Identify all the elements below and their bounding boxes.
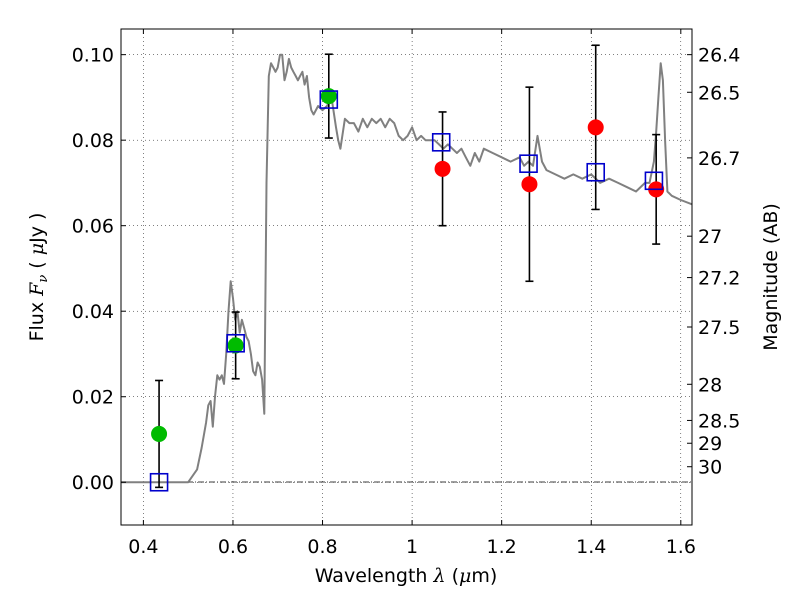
model-photometry-square xyxy=(519,154,538,173)
x-axis-title: Wavelength λ (μm) xyxy=(315,565,498,587)
plot-frame xyxy=(120,28,693,526)
model-photometry-square xyxy=(644,171,664,191)
y2-tick-label: 26.4 xyxy=(698,45,740,67)
grid xyxy=(121,29,692,525)
optical-data-point xyxy=(151,425,168,442)
y-tick-label: 0.08 xyxy=(72,130,114,152)
model-photometry-squares xyxy=(149,90,664,492)
model-spectrum xyxy=(121,53,693,484)
y2-tick-label: 30 xyxy=(698,457,722,479)
x-tick-label: 0.6 xyxy=(218,536,248,558)
nir-data-point xyxy=(521,176,538,193)
model-photometry-square xyxy=(319,90,339,109)
nir-data-point xyxy=(434,160,451,177)
y-tick-label: 0.10 xyxy=(72,45,114,67)
y2-tick-label: 29 xyxy=(698,433,722,455)
y2-tick-label: 27.5 xyxy=(698,317,740,339)
model-photometry-square xyxy=(226,333,245,353)
model-photometry-square xyxy=(149,472,169,492)
nir-data-point xyxy=(587,119,604,136)
y2-tick-label: 26.7 xyxy=(698,148,740,170)
model-photometry-square xyxy=(586,162,606,182)
plot-area xyxy=(121,29,692,525)
y2-axis-title: Magnitude (AB) xyxy=(760,203,782,351)
y-axis-title: Flux Fν ( μJy ) xyxy=(26,213,51,342)
model-photometry-square xyxy=(431,133,451,152)
y-tick-label: 0.04 xyxy=(72,301,114,323)
y-tick-label: 0.02 xyxy=(72,387,114,409)
x-tick-label: 1.2 xyxy=(487,536,517,558)
x-tick-label: 1.4 xyxy=(576,536,606,558)
y2-tick-label: 26.5 xyxy=(698,82,740,104)
y2-tick-label: 27 xyxy=(698,226,722,248)
x-tick-label: 0.8 xyxy=(307,536,337,558)
y2-tick-label: 28 xyxy=(698,374,722,396)
model-spectrum-line xyxy=(121,53,693,484)
optical-data-point xyxy=(227,337,244,354)
axis-ticks: 0.4 0.6 0.8 1 1.2 1.4 1.6 0.00 0.02 0.04 0.06 0.08 0… xyxy=(72,29,740,558)
x-tick-label: 0.4 xyxy=(128,536,158,558)
y-tick-label: 0.00 xyxy=(72,472,114,494)
y-tick-label: 0.06 xyxy=(72,216,114,238)
optical-data-point xyxy=(320,88,337,105)
x-tick-label: 1 xyxy=(406,536,418,558)
y2-tick-label: 28.5 xyxy=(698,410,740,432)
y2-tick-label: 27.2 xyxy=(698,268,740,290)
x-tick-label: 1.6 xyxy=(666,536,696,558)
